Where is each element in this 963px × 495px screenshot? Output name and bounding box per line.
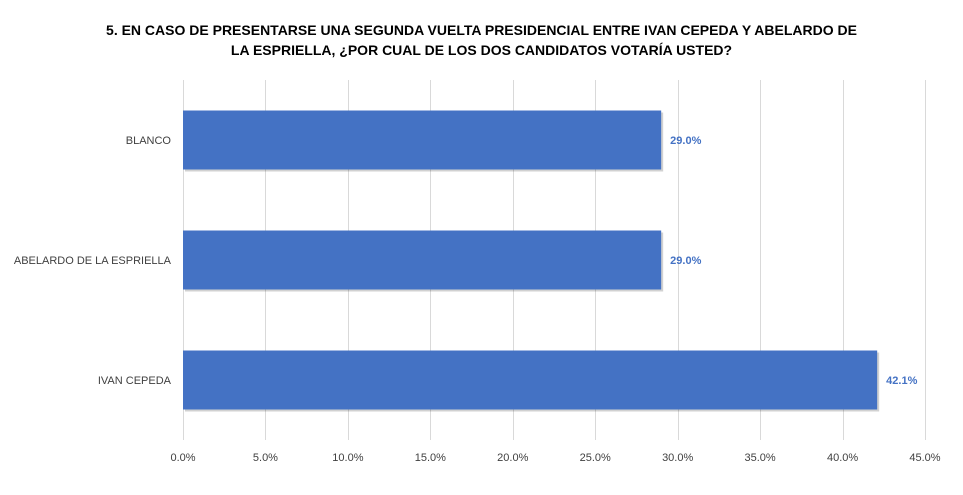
chart-title-line-1: 5. EN CASO DE PRESENTARSE UNA SEGUNDA VU…	[106, 22, 857, 38]
x-tick-label-4: 20.0%	[497, 452, 528, 464]
category-label-2: IVAN CEPEDA	[98, 375, 172, 387]
x-tick-label-9: 45.0%	[909, 452, 940, 464]
x-tick-label-3: 15.0%	[415, 452, 446, 464]
chart-title-line-2: LA ESPRIELLA, ¿POR CUAL DE LOS DOS CANDI…	[230, 42, 733, 58]
x-tick-label-7: 35.0%	[745, 452, 776, 464]
x-tick-label-2: 10.0%	[332, 452, 363, 464]
x-tick-label-0: 0.0%	[170, 452, 195, 464]
data-label-2: 42.1%	[886, 375, 917, 387]
x-tick-label-6: 30.0%	[662, 452, 693, 464]
bar-0	[183, 110, 662, 170]
bar-2	[183, 350, 878, 410]
data-label-1: 29.0%	[670, 255, 701, 267]
x-tick-label-8: 40.0%	[827, 452, 858, 464]
category-label-1: ABELARDO DE LA ESPRIELLA	[14, 255, 172, 267]
data-label-0: 29.0%	[670, 135, 701, 147]
category-label-0: BLANCO	[126, 135, 172, 147]
bar-1	[183, 230, 662, 290]
x-tick-label-1: 5.0%	[253, 452, 278, 464]
x-tick-label-5: 25.0%	[580, 452, 611, 464]
chart-title: 5. EN CASO DE PRESENTARSE UNA SEGUNDA VU…	[0, 20, 963, 60]
